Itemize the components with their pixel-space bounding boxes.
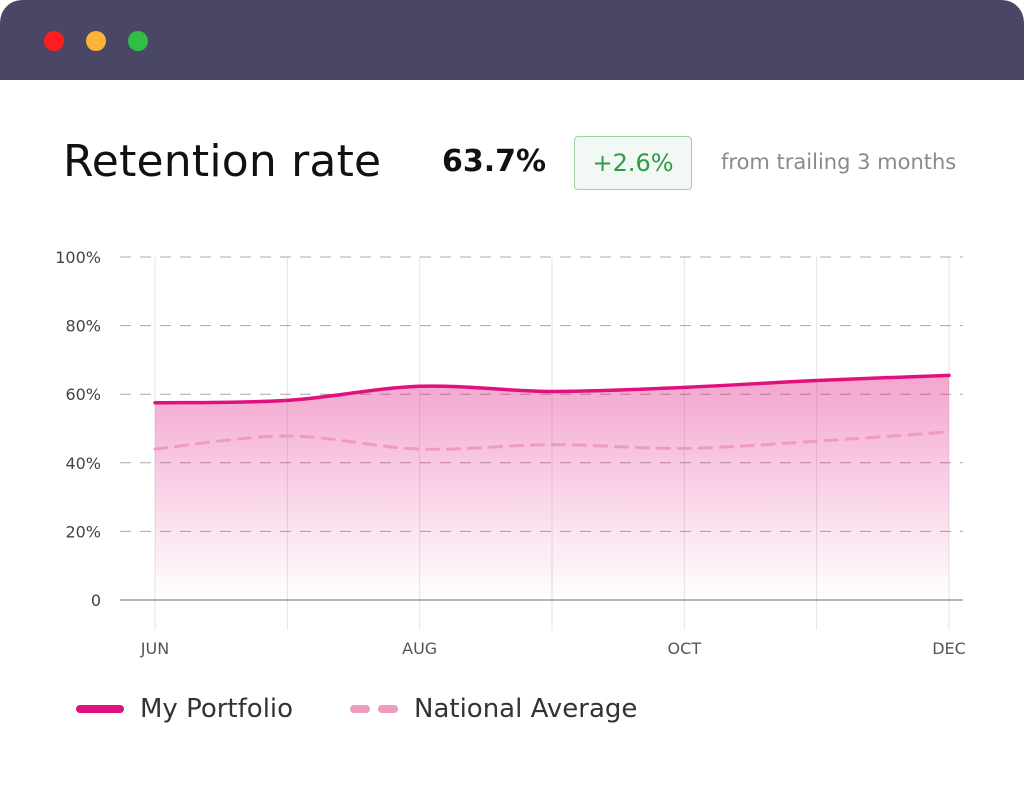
my-portfolio-point (947, 373, 951, 377)
national-average-point (153, 447, 157, 451)
chart-line-layer (153, 373, 951, 451)
legend-my-portfolio[interactable]: My Portfolio (76, 692, 293, 726)
x-tick-label: AUG (402, 639, 437, 658)
close-window-button[interactable] (44, 31, 64, 51)
legend-solid-line-icon (76, 705, 124, 713)
retention-metric-value: 63.7% (442, 144, 547, 179)
my-portfolio-point (550, 389, 554, 393)
delta-subtitle: from trailing 3 months (721, 150, 957, 174)
my-portfolio-point (153, 401, 157, 405)
y-tick-label: 20% (65, 522, 101, 541)
my-portfolio-point (682, 385, 686, 389)
chart-area-layer (155, 375, 949, 600)
my-portfolio-line (153, 373, 951, 405)
y-tick-label: 60% (65, 385, 101, 404)
my-portfolio-point (815, 378, 819, 382)
minimize-window-button[interactable] (86, 31, 106, 51)
my-portfolio-point (418, 384, 422, 388)
legend-national-average[interactable]: National Average (350, 692, 637, 726)
delta-badge: +2.6% (574, 136, 692, 190)
x-tick-label: JUN (140, 639, 169, 658)
national-average-point (947, 430, 951, 434)
legend-dashed-line-icon (350, 705, 398, 713)
national-average-point (815, 439, 819, 443)
x-tick-label: DEC (932, 639, 966, 658)
legend-dash-segment (350, 705, 370, 713)
window-titlebar (0, 0, 1024, 80)
national-average-point (418, 447, 422, 451)
chart-title: Retention rate (63, 136, 382, 187)
maximize-window-button[interactable] (128, 31, 148, 51)
legend-label-national-average: National Average (414, 694, 638, 724)
my-portfolio-area-fill (155, 375, 949, 600)
y-tick-label: 40% (65, 454, 101, 473)
y-tick-label: 0 (91, 591, 101, 610)
chart-axis-layer: 100% 80% 60% 40% 20% 0 JUN AUG OCT DEC (55, 248, 966, 658)
my-portfolio-point (285, 398, 289, 402)
national-average-point (550, 443, 554, 447)
legend-label-my-portfolio: My Portfolio (140, 694, 294, 724)
y-tick-label: 80% (65, 317, 101, 336)
national-average-line (153, 430, 951, 451)
x-tick-label: OCT (668, 639, 702, 658)
legend-dash-segment (378, 705, 398, 713)
national-average-point (285, 434, 289, 438)
y-tick-label: 100% (55, 248, 101, 267)
national-average-point (682, 446, 686, 450)
